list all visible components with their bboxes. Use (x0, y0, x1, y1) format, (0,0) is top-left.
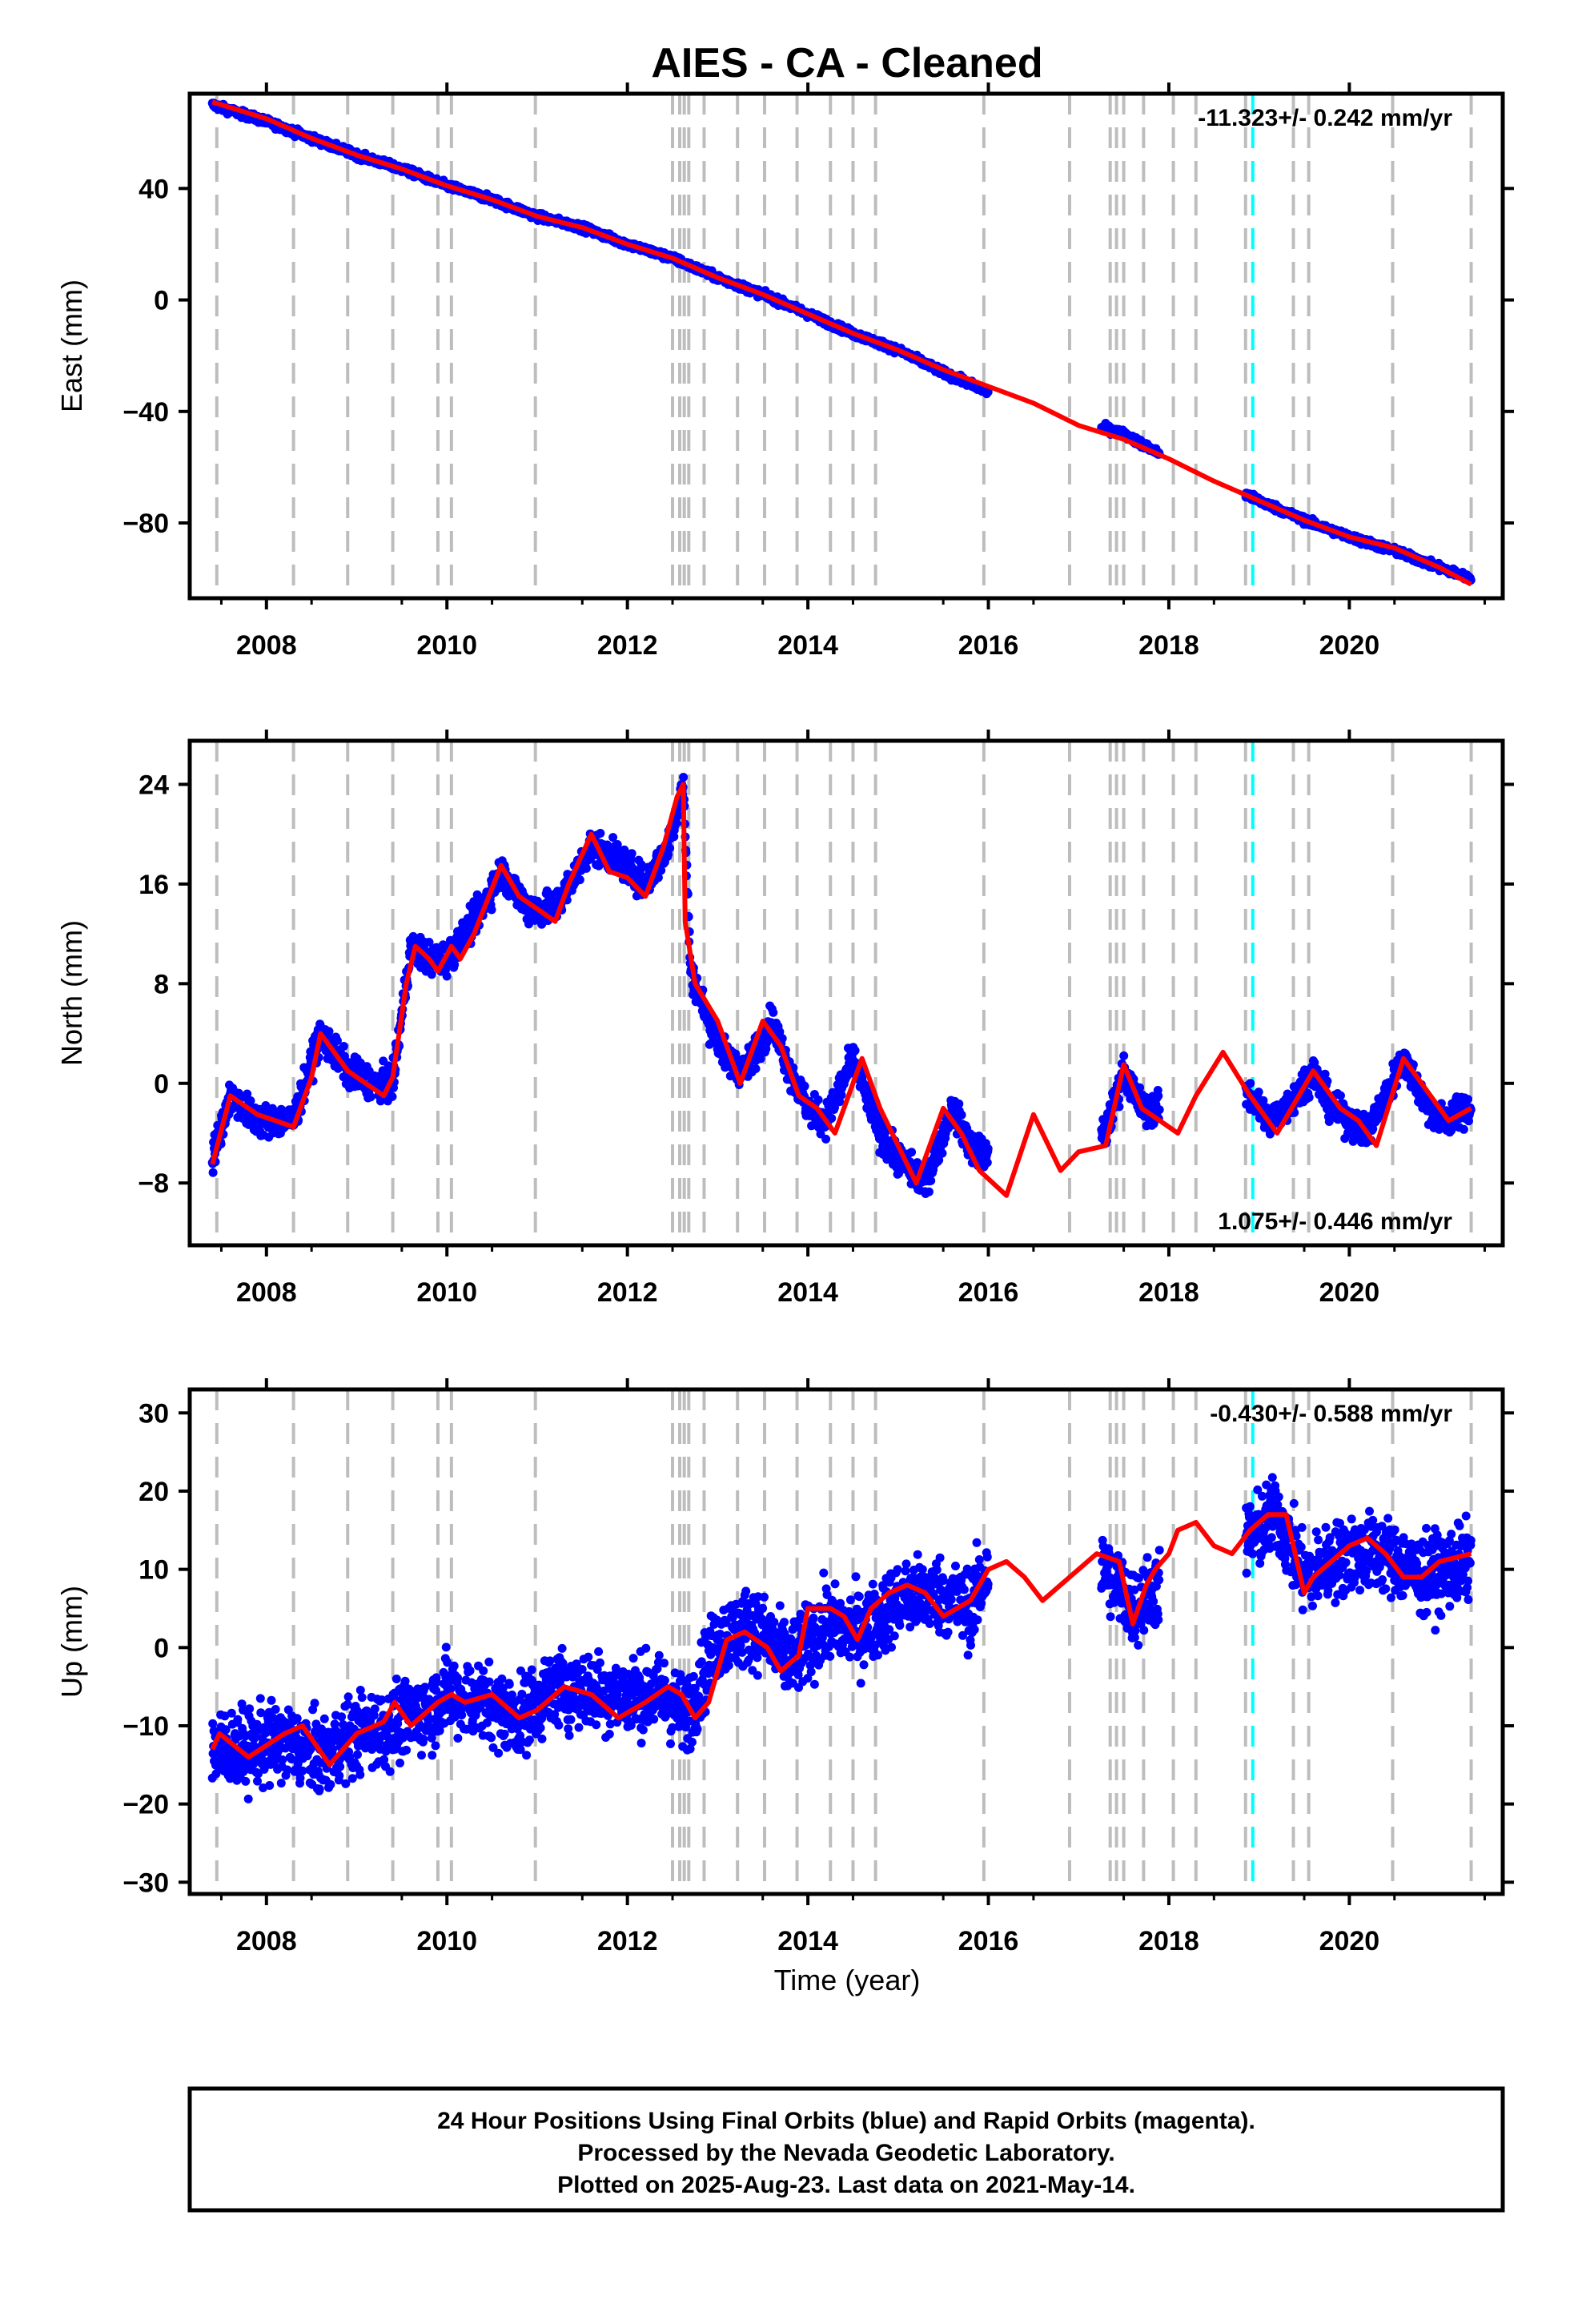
east-x-tick-label-5: 2018 (1138, 630, 1199, 661)
north-data-point-2045 (982, 1158, 992, 1168)
east-x-tick-label-3: 2014 (777, 630, 838, 661)
north-data-point-579 (427, 970, 436, 979)
east-panel: 40 0 −40 −80 2008 2010 2012 2014 2016 2018 2020 Eas… (55, 82, 1514, 661)
north-data-point-1563 (800, 1081, 809, 1091)
north-data-point-475 (387, 1092, 397, 1101)
north-data-point-619 (442, 971, 452, 981)
north-data-point-1696 (850, 1046, 860, 1055)
north-data-point-1230 (674, 810, 683, 820)
north-data-point-1177 (653, 873, 663, 883)
north-data-point-1619 (821, 1134, 831, 1144)
east-model-line (211, 99, 1472, 587)
east-y-tick-label-0: 40 (139, 174, 169, 204)
east-x-tick-label-1: 2010 (416, 630, 477, 661)
east-rate-label: -11.323+/- 0.242 mm/yr (1198, 105, 1452, 131)
north-data-point-1970 (954, 1099, 964, 1108)
north-data-point-1634 (827, 1113, 837, 1123)
north-data-point-1977 (957, 1110, 966, 1120)
north-data-point-101 (246, 1096, 255, 1105)
north-data-point-1024 (596, 829, 605, 838)
north-plot-area (207, 741, 1476, 1245)
north-data-point-1107 (627, 849, 636, 858)
east-x-tick-label-6: 2020 (1319, 630, 1380, 661)
east-y-axis-label: East (mm) (55, 279, 88, 412)
north-data-point-1497 (775, 1027, 785, 1036)
north-data-point-1599 (813, 1095, 823, 1104)
north-data-point-1243 (679, 773, 689, 782)
east-y-tick-label-2: −40 (122, 397, 169, 428)
east-x-tick-label-0: 2008 (236, 630, 297, 661)
north-data-point-330 (332, 1035, 342, 1045)
east-frame (187, 91, 1505, 601)
north-data-point-1504 (777, 1034, 787, 1043)
north-data-point-1207 (665, 843, 675, 853)
east-x-tick-label-4: 2016 (958, 630, 1019, 661)
north-data-point-2 (208, 1168, 218, 1177)
north-data-point-1926 (938, 1148, 947, 1158)
north-data-point-1917 (934, 1156, 944, 1165)
north-data-point-572 (424, 938, 434, 947)
north-data-point-1845 (907, 1148, 917, 1157)
north-data-point-1225 (672, 818, 681, 828)
north-data-point-1660 (837, 1090, 846, 1100)
chart-title: AIES - CA - Cleaned (651, 40, 1042, 86)
east-y-tick-label-3: −80 (122, 509, 169, 539)
north-data-point-1057 (608, 833, 618, 842)
north-data-point-970 (575, 875, 584, 885)
north-data-point-2047 (983, 1144, 993, 1153)
north-data-point-639 (450, 960, 460, 969)
north-data-point-92 (243, 1089, 252, 1099)
north-data-point-1434 (751, 1064, 761, 1073)
north-data-point-987 (581, 863, 591, 873)
north-data-point-444 (375, 1096, 385, 1106)
north-data-point-308 (324, 1027, 334, 1036)
north-data-point-347 (339, 1042, 348, 1051)
north-data-point-1218 (669, 832, 679, 842)
north-data-point-1480 (769, 1007, 778, 1017)
east-plot-area (207, 94, 1476, 598)
north-data-point-1896 (926, 1176, 936, 1185)
north-data-point-1655 (835, 1097, 845, 1107)
north-data-point-418 (366, 1092, 375, 1102)
north-data-point-1184 (656, 866, 666, 875)
east-y-tick-label-1: 0 (154, 286, 169, 316)
north-data-point-1891 (924, 1187, 934, 1196)
north-data-point-737 (487, 905, 496, 915)
east-x-tick-label-2: 2012 (597, 630, 658, 661)
north-data-point-1447 (756, 1054, 765, 1063)
